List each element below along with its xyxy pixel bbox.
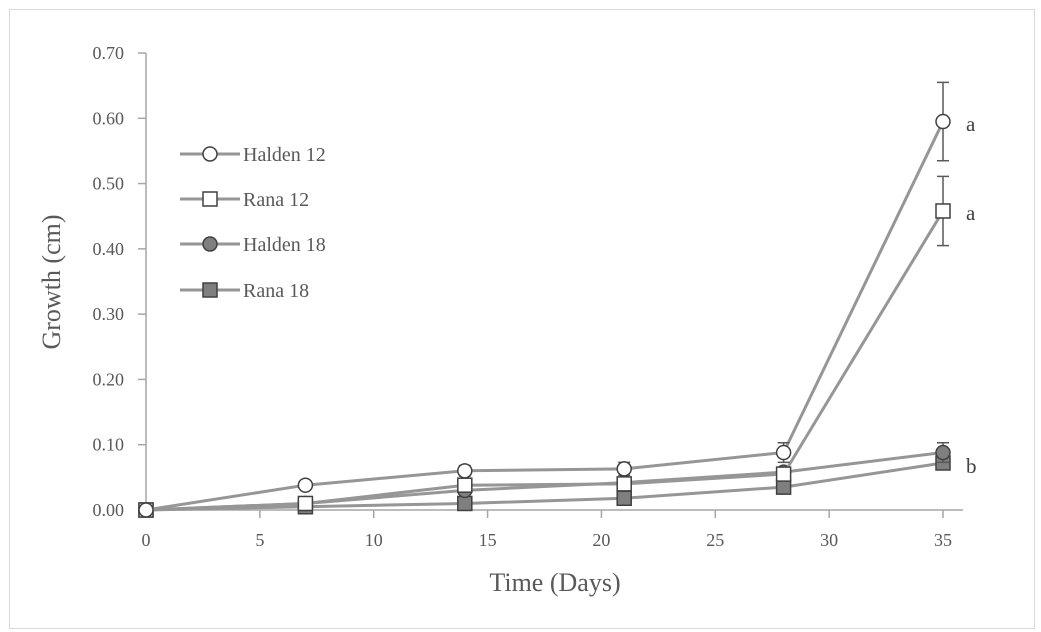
y-tick-label: 0.70 [93, 43, 125, 63]
x-tick-label: 5 [255, 530, 264, 550]
data-point [457, 463, 473, 479]
y-tick-label: 0.30 [93, 304, 125, 324]
y-tick-label: 0.10 [93, 435, 125, 455]
legend-item-halden-12: Halden 12 [180, 144, 326, 166]
chart-frame [9, 9, 1035, 629]
x-tick-label: 15 [479, 530, 497, 550]
data-point [775, 466, 792, 482]
legend: Halden 12 Rana 12 Halden 18 Rana 18 [180, 144, 326, 302]
legend-marker [202, 191, 218, 207]
legend-label: Halden 12 [243, 144, 326, 166]
data-point [775, 479, 792, 495]
annotations: a a b [966, 112, 977, 478]
legend-marker [202, 282, 218, 298]
significance-label: a [966, 201, 976, 225]
data-point [616, 490, 632, 506]
legend-item-rana-18: Rana 18 [180, 280, 309, 302]
axes: 0.00 0.10 0.20 0.30 0.40 0.50 0.60 0.70 0 5 10 15 20… [93, 43, 963, 550]
x-tick-label: 10 [365, 530, 383, 550]
series-layer [138, 81, 951, 518]
data-point [457, 495, 473, 512]
data-point [935, 444, 951, 461]
series-line-rana-18 [145, 461, 944, 512]
series-line-halden-12 [145, 120, 945, 512]
x-axis-title: Time (Days) [489, 568, 620, 597]
data-point [935, 113, 951, 130]
data-point [297, 495, 314, 512]
data-point [297, 477, 314, 493]
y-tick-label: 0.00 [93, 500, 125, 520]
significance-label: b [966, 454, 977, 478]
y-tick-label: 0.40 [93, 239, 125, 259]
legend-label: Halden 18 [243, 234, 326, 256]
legend-label: Rana 18 [243, 280, 309, 302]
x-tick-label: 20 [592, 530, 610, 550]
series-halden-12 [138, 81, 951, 518]
legend-item-rana-12: Rana 12 [180, 189, 309, 211]
legend-item-halden-18: Halden 18 [180, 234, 326, 256]
data-point [775, 444, 792, 461]
x-tick-label: 30 [820, 530, 838, 550]
legend-marker [202, 236, 218, 252]
y-tick-label: 0.50 [93, 174, 125, 194]
x-tick-label: 25 [706, 530, 724, 550]
series-rana-12 [138, 175, 951, 518]
data-point [935, 203, 951, 219]
y-tick-label: 0.20 [93, 369, 125, 389]
x-tick-label: 0 [142, 530, 151, 550]
legend-marker [202, 146, 218, 162]
data-point [138, 502, 154, 518]
y-tick-label: 0.60 [93, 108, 125, 128]
legend-label: Rana 12 [243, 189, 309, 211]
y-axis-title: Growth (cm) [37, 214, 66, 349]
significance-label: a [966, 112, 976, 136]
data-point [616, 461, 632, 477]
data-point [616, 476, 632, 492]
data-point [457, 477, 473, 493]
series-line-rana-12 [145, 210, 945, 512]
x-tick-label: 35 [934, 530, 952, 550]
